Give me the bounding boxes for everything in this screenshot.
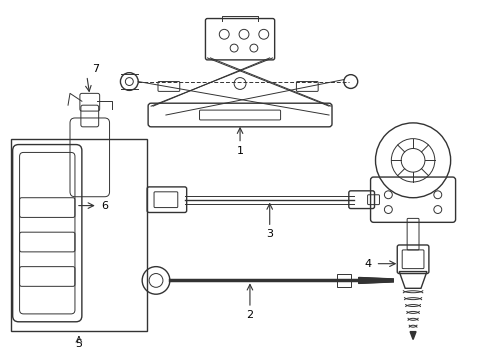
Text: 1: 1 [237,145,244,156]
Circle shape [234,78,246,89]
Text: 3: 3 [266,229,273,239]
Text: 4: 4 [365,259,371,269]
Text: 2: 2 [246,310,253,320]
Text: 6: 6 [101,201,109,211]
Polygon shape [410,332,416,339]
Text: 7: 7 [92,64,99,74]
Text: 5: 5 [75,339,82,350]
Polygon shape [359,278,393,283]
Bar [337,274,351,287]
Bar [11,139,147,330]
